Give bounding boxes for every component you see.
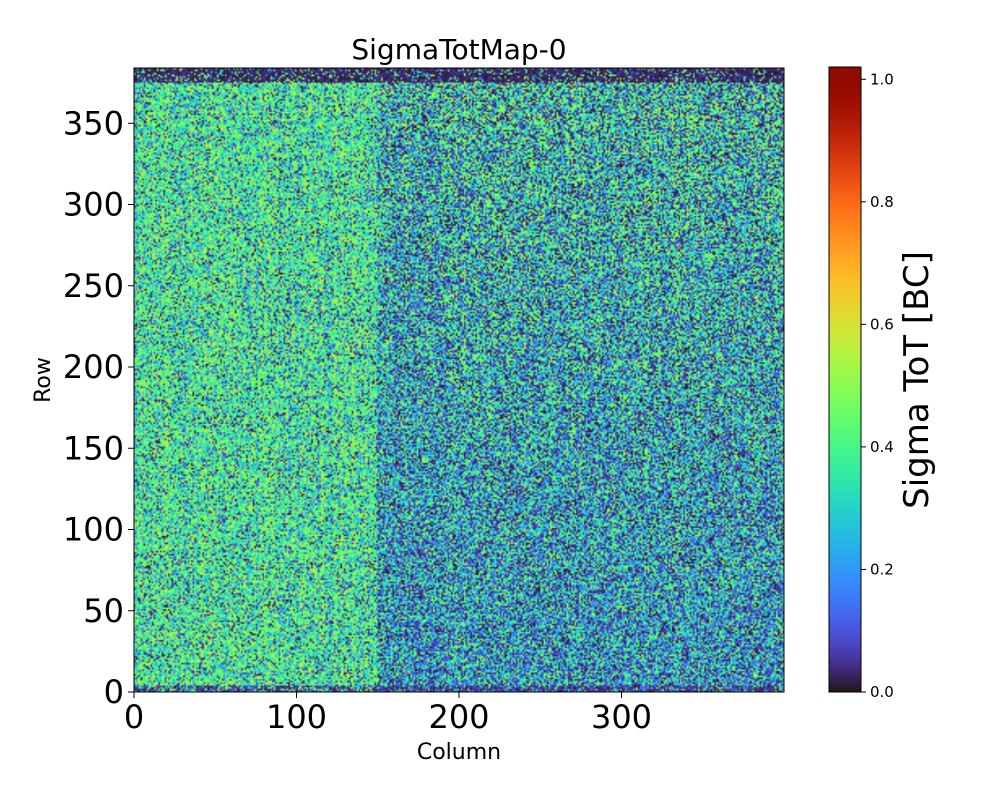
y-axis: 0 50 100 150 200 250 300 350 bbox=[63, 104, 134, 711]
colorbar-gradient bbox=[829, 67, 861, 692]
colorbar-tick-label: 0.0 bbox=[870, 683, 894, 701]
x-axis-label: Column bbox=[417, 740, 501, 765]
plot-frame bbox=[133, 67, 785, 693]
y-tick-label: 250 bbox=[63, 267, 124, 305]
y-tick-label: 50 bbox=[83, 592, 124, 630]
heatmap-image bbox=[134, 68, 784, 692]
x-tick-label: 0 bbox=[124, 698, 144, 736]
y-tick-label: 200 bbox=[63, 348, 124, 386]
y-tick-label: 350 bbox=[63, 104, 124, 142]
x-tick-label: 100 bbox=[266, 698, 327, 736]
y-tick-label: 300 bbox=[63, 186, 124, 224]
y-tick-label: 0 bbox=[104, 673, 124, 711]
x-tick-label: 300 bbox=[591, 698, 652, 736]
colorbar-frame bbox=[828, 66, 862, 693]
colorbar-tick-label: 0.6 bbox=[870, 315, 894, 333]
colorbar-tick-label: 1.0 bbox=[870, 70, 894, 88]
y-axis-label: Row bbox=[31, 357, 56, 403]
chart-title: SigmaTotMap-0 bbox=[351, 33, 566, 66]
x-tick-label: 200 bbox=[428, 698, 489, 736]
colorbar-tick-label: 0.8 bbox=[870, 193, 894, 211]
colorbar-axis: 0.0 0.2 0.4 0.6 0.8 1.0 bbox=[861, 70, 894, 701]
y-tick-label: 150 bbox=[63, 429, 124, 467]
colorbar-label: Sigma ToT [BC] bbox=[897, 251, 937, 509]
colorbar-tick-label: 0.2 bbox=[870, 560, 894, 578]
x-axis: 0 100 200 300 bbox=[124, 692, 652, 736]
colorbar-tick-label: 0.4 bbox=[870, 438, 894, 456]
y-tick-label: 100 bbox=[63, 511, 124, 549]
